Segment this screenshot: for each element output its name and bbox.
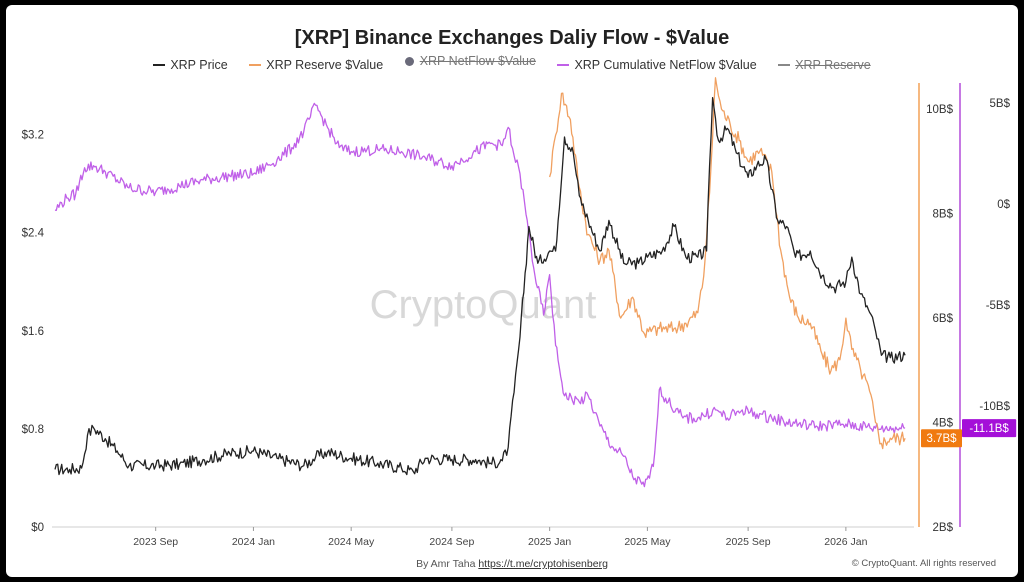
reserve-tick-label: 2B$ [933,522,954,534]
chart-legend: XRP Price XRP Reserve $Value XRP NetFlow… [6,54,1018,72]
x-tick-label: 2024 May [328,536,375,548]
reserve-tick-label: 4B$ [933,418,954,430]
x-tick-label: 2024 Jan [232,536,275,548]
x-tick-label: 2025 Sep [726,536,771,548]
series-line-xrp-price [54,97,906,476]
x-tick-label: 2025 May [624,536,671,548]
legend-label: XRP Price [170,57,228,72]
reserve-last-value-badge-bg [921,429,962,448]
legend-label: XRP NetFlow $Value [419,54,536,68]
series-line-xrp-reserve-value [548,77,906,450]
legend-swatch-xrp-reserve [778,63,791,66]
reserve-tick-label: 8B$ [933,209,954,221]
chart-panel: [XRP] Binance Exchanges Daliy Flow - $Va… [6,5,1018,577]
chart-title: [XRP] Binance Exchanges Daliy Flow - $Va… [294,27,730,49]
legend-item-xrp-cumulative-netflow[interactable]: XRP Cumulative NetFlow $Value [557,57,757,72]
author-text: By Amr Taha [416,558,476,570]
legend-item-xrp-netflow-value[interactable]: XRP NetFlow $Value [404,54,536,68]
x-tick-label: 2025 Jan [528,536,571,548]
footer-author: By Amr Taha https://t.me/cryptohisenberg [6,558,1018,570]
cumulative-last-value-badge-bg [962,419,1017,438]
legend-label: XRP Cumulative NetFlow $Value [574,57,757,72]
chart-svg: CryptoQuant $0 $0.8 $1.6 $2.4 $3.2 2B$ 4B$ 6B$ 8B… [22,77,1017,548]
author-link[interactable]: https://t.me/cryptohisenberg [478,558,608,570]
x-tick-label: 2023 Sep [133,536,178,548]
legend-swatch-xrp-reserve-value [249,63,262,66]
watermark-text: CryptoQuant [370,283,597,327]
copyright-text: © CryptoQuant. All rights reserved [851,558,996,569]
series-line-xrp-cumulative-netflow-value [54,102,906,488]
legend-swatch-xrp-price [153,63,166,66]
cumulative-tick-label: -10B$ [979,401,1010,413]
legend-label: XRP Reserve [795,57,871,72]
legend-swatch-xrp-cumulative-netflow [557,63,570,66]
cumulative-tick-label: 5B$ [990,98,1011,110]
legend-dot-xrp-netflow-value [404,56,414,66]
legend-label: XRP Reserve $Value [266,57,384,72]
cumulative-tick-label: -5B$ [986,300,1011,312]
reserve-tick-label: 6B$ [933,313,954,325]
reserve-last-value-badge-label: 3.7B$ [926,433,957,445]
price-tick-label: $1.6 [22,326,44,338]
price-tick-label: $3.2 [22,130,44,142]
price-tick-label: $0 [31,522,44,534]
legend-item-xrp-reserve[interactable]: XRP Reserve [778,58,871,72]
x-tick-label: 2024 Sep [429,536,474,548]
price-tick-label: $0.8 [22,424,44,436]
legend-item-xrp-price[interactable]: XRP Price [153,57,228,72]
cumulative-tick-label: 0$ [997,199,1010,211]
price-tick-label: $2.4 [22,228,45,240]
legend-item-xrp-reserve-value[interactable]: XRP Reserve $Value [249,58,383,72]
reserve-tick-label: 10B$ [926,104,953,116]
cumulative-last-value-badge-label: -11.1B$ [969,423,1009,435]
x-tick-label: 2026 Jan [824,536,867,548]
